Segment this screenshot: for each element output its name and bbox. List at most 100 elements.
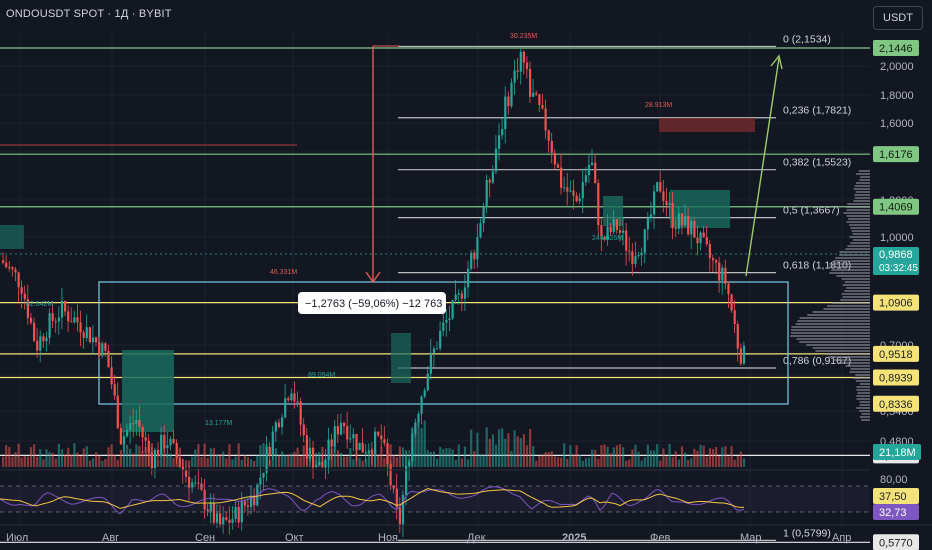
candle (11, 267, 13, 269)
candle (718, 262, 720, 280)
candle (349, 438, 351, 439)
volume-bar (349, 448, 351, 467)
volume-bar (11, 457, 13, 467)
fib-label: 0,5 (1,3667) (783, 205, 840, 217)
volume-profile-bar (829, 272, 870, 274)
volume-bar (520, 438, 522, 467)
volume-bar (163, 448, 165, 467)
volume-profile-bar (833, 260, 870, 262)
candle (442, 323, 444, 331)
volume-bar (504, 439, 506, 467)
volume-bar (709, 448, 711, 467)
time-axis-label: Сен (195, 532, 215, 544)
candle (14, 269, 16, 272)
volume-bar (737, 456, 739, 467)
volume-bar (582, 461, 584, 467)
candle (33, 323, 35, 341)
volume-bar (64, 455, 66, 467)
candle (18, 272, 20, 287)
volume-bar (569, 445, 571, 467)
volume-bar (30, 447, 32, 467)
candle (650, 214, 652, 217)
candle (173, 439, 175, 443)
volume-bar (278, 455, 280, 467)
volume-badge: 21,18M (873, 444, 921, 460)
price-badge[interactable]: 0,9518 (873, 346, 919, 362)
volume-bar (352, 459, 354, 467)
candle (21, 287, 23, 293)
candle (653, 191, 655, 214)
volume-bar (656, 444, 658, 467)
volume-bar (393, 455, 395, 467)
price-badge[interactable]: 1,0906 (873, 295, 919, 311)
candle (182, 467, 184, 470)
candle (662, 191, 664, 201)
volume-bar (111, 444, 113, 467)
volume-zone (0, 225, 24, 249)
candle (712, 258, 714, 260)
candle (95, 337, 97, 342)
volume-bar (179, 448, 181, 467)
time-axis-label: Апр (832, 532, 851, 544)
volume-bar (312, 460, 314, 467)
volume-bar (166, 454, 168, 467)
volume-bar (287, 455, 289, 467)
candle (290, 393, 292, 400)
volume-bar (188, 460, 190, 467)
candle (194, 483, 196, 484)
volume-bar (740, 452, 742, 467)
time-axis-label: Авг (102, 532, 119, 544)
volume-profile-bar (844, 290, 870, 292)
volume-bar (98, 456, 100, 467)
volume-bar (548, 452, 550, 467)
price-badge[interactable]: 0,8336 (873, 396, 919, 412)
candle (656, 182, 658, 191)
volume-bar (39, 449, 41, 467)
volume-profile-bar (850, 227, 870, 229)
candle (501, 129, 503, 135)
volume-bar (250, 459, 252, 467)
current-price-badge: 0,986803:32:45 (873, 247, 919, 275)
volume-bar (526, 445, 528, 467)
candle (675, 228, 677, 229)
price-badge[interactable]: 0,5770 (873, 534, 919, 550)
volume-bar (135, 445, 137, 467)
candle (67, 311, 69, 321)
price-axis-label: 1,8000 (880, 90, 914, 102)
volume-profile-bar (828, 356, 870, 358)
candle (427, 374, 429, 391)
candle (631, 252, 633, 264)
candle (644, 229, 646, 252)
volume-bar (293, 452, 295, 467)
candle (715, 260, 717, 262)
candle (430, 353, 432, 374)
projection-arrow[interactable] (746, 58, 779, 276)
price-badge[interactable]: 1,4069 (873, 199, 919, 215)
volume-bar (461, 459, 463, 467)
price-badge[interactable]: 0,8939 (873, 369, 919, 385)
volume-profile-bar (853, 239, 870, 241)
candle (467, 269, 469, 288)
volume-bar (359, 458, 361, 467)
volume-bar (662, 448, 664, 467)
price-badge[interactable]: 2,1446 (873, 40, 919, 56)
supply-zone[interactable] (659, 118, 755, 132)
candle (269, 447, 271, 456)
candle (132, 423, 134, 424)
volume-bar (253, 461, 255, 467)
candle (142, 427, 144, 437)
volume-profile-bar (847, 221, 870, 223)
volume-profile-bar (791, 329, 870, 331)
volume-profile-bar (842, 293, 870, 295)
candle (8, 267, 10, 268)
volume-bar (572, 455, 574, 467)
volume-bar (148, 448, 150, 467)
volume-bar (386, 455, 388, 467)
candle (610, 226, 612, 232)
time-axis-label: Ноя (378, 532, 398, 544)
volume-bar (417, 422, 419, 467)
price-badge[interactable]: 1,6176 (873, 146, 919, 162)
volume-bar (169, 453, 171, 467)
volume-bar (467, 459, 469, 467)
